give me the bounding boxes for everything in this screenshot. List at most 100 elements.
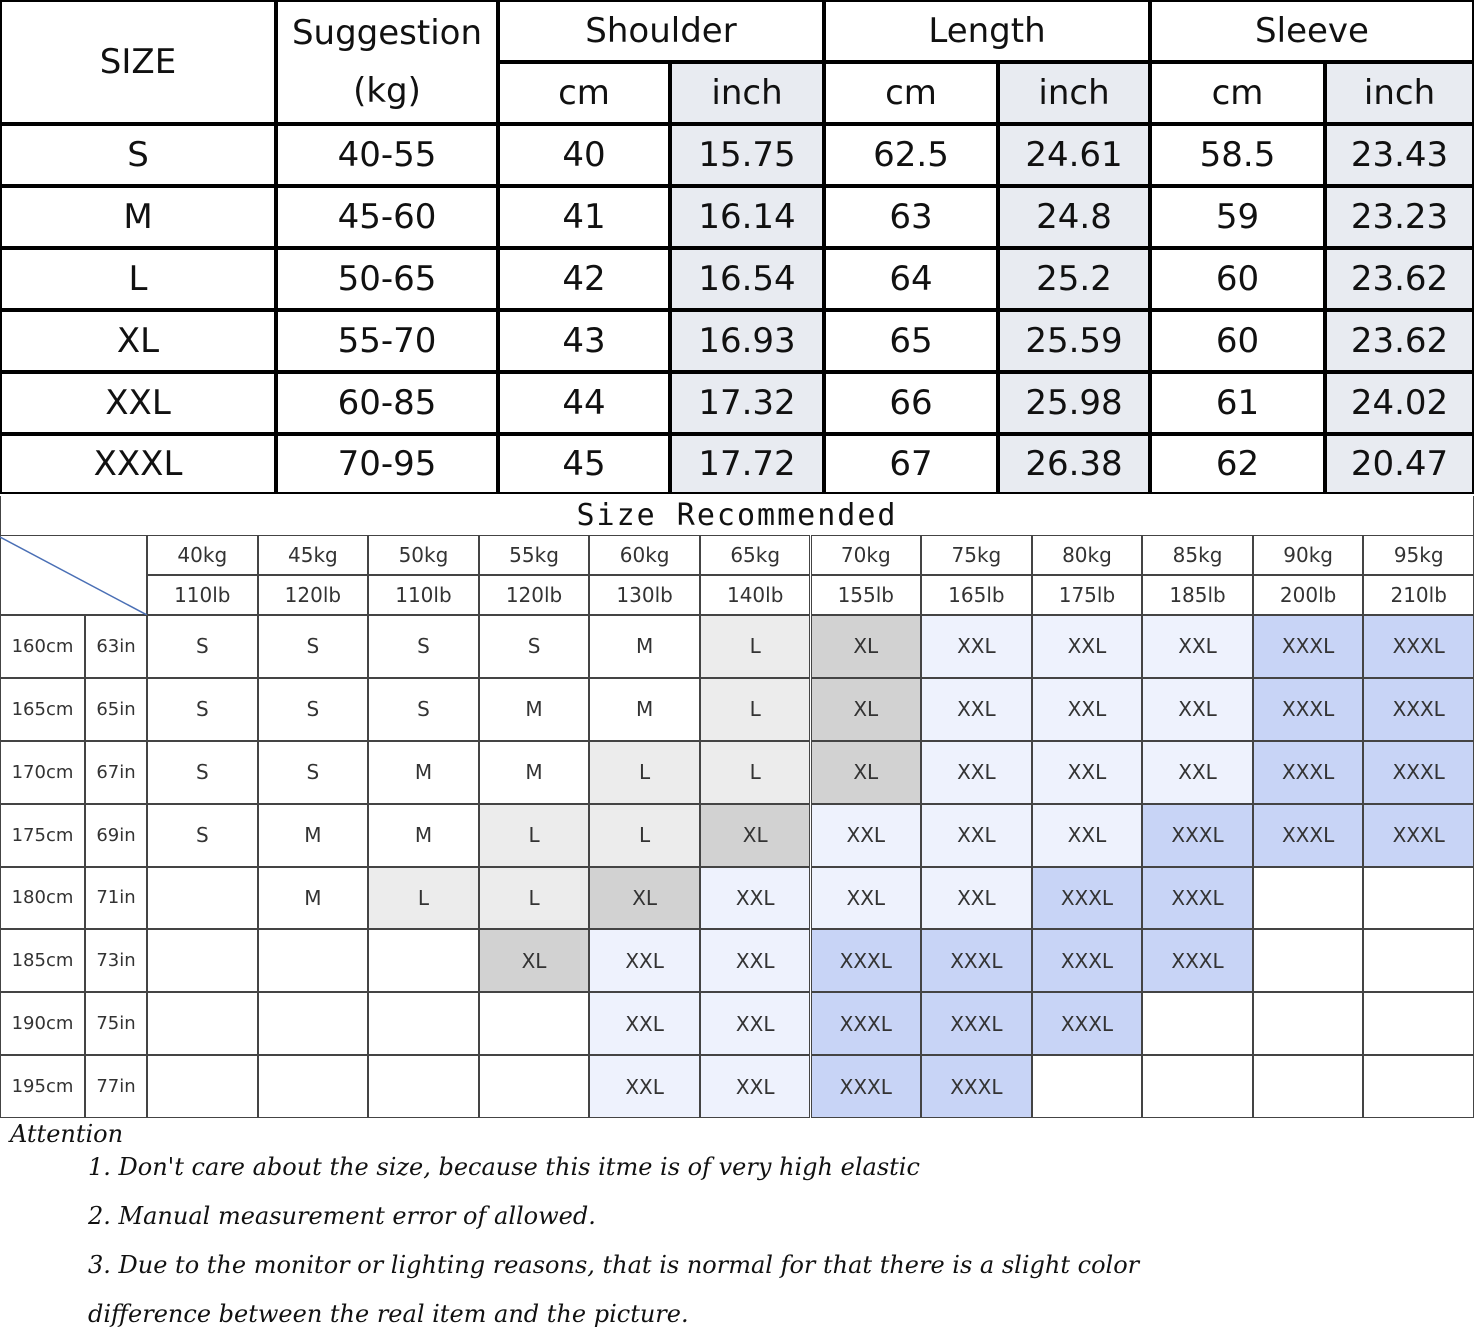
size-cell: XXXL: [1031, 929, 1143, 993]
weight-lb: 140lb: [699, 575, 811, 615]
table-cell: XXXL: [0, 434, 276, 494]
weight-lb: 155lb: [810, 575, 922, 615]
size-cell: XXL: [921, 677, 1032, 741]
size-cell: [1252, 1055, 1364, 1118]
size-cell: XXL: [589, 1055, 700, 1118]
table-cell: 67: [824, 434, 998, 494]
unit-header: inch: [1325, 62, 1474, 124]
size-cell: S: [257, 740, 369, 804]
table-cell: 23.62: [1325, 310, 1474, 372]
size-cell: S: [368, 677, 479, 741]
table-cell: 66: [824, 372, 998, 434]
size-cell: [368, 992, 479, 1056]
size-cell: XL: [810, 615, 922, 678]
table-cell: 62: [1150, 434, 1325, 494]
size-cell: XXL: [921, 866, 1032, 930]
table-cell: 43: [498, 310, 670, 372]
header-text: (kg): [353, 71, 421, 111]
weight-kg: 50kg: [368, 535, 479, 575]
table-cell: XL: [0, 310, 276, 372]
size-cell: [478, 1055, 590, 1118]
table-cell: 55-70: [276, 310, 498, 372]
size-cell: M: [478, 740, 590, 804]
table-cell: 16.93: [670, 310, 824, 372]
weight-kg: 85kg: [1142, 535, 1253, 575]
table-cell: 17.32: [670, 372, 824, 434]
table-cell: 60: [1150, 248, 1325, 310]
size-cell: XXXL: [1252, 803, 1364, 867]
size-cell: S: [478, 615, 590, 678]
size-cell: XXXL: [1031, 866, 1143, 930]
size-cell: L: [478, 866, 590, 930]
group-header: Sleeve: [1150, 0, 1474, 62]
table-cell: 15.75: [670, 124, 824, 186]
unit-header: cm: [824, 62, 998, 124]
size-cell: XXL: [1142, 615, 1253, 678]
size-cell: S: [368, 615, 479, 678]
size-cell: XXL: [1031, 615, 1143, 678]
height-cm: 195cm: [0, 1055, 85, 1118]
table-cell: 62.5: [824, 124, 998, 186]
size-cell: XXL: [1142, 677, 1253, 741]
header-cell: Suggestion (kg): [276, 0, 498, 124]
size-cell: L: [699, 615, 811, 678]
group-header: Shoulder: [498, 0, 824, 62]
size-cell: L: [589, 740, 700, 804]
height-in: 69in: [85, 803, 147, 867]
size-cell: XXXL: [1142, 866, 1253, 930]
table-cell: 58.5: [1150, 124, 1325, 186]
weight-lb: 110lb: [147, 575, 258, 615]
attention-item: 1. Don't care about the size, because th…: [88, 1153, 920, 1181]
weight-kg: 55kg: [478, 535, 590, 575]
weight-kg: 60kg: [589, 535, 700, 575]
size-cell: [1252, 866, 1364, 930]
size-cell: XXL: [699, 992, 811, 1056]
size-cell: L: [699, 677, 811, 741]
height-cm: 170cm: [0, 740, 85, 804]
table-cell: 59: [1150, 186, 1325, 248]
size-cell: S: [147, 615, 258, 678]
size-cell: [147, 866, 258, 930]
size-cell: XXL: [1142, 740, 1253, 804]
table-cell: 24.8: [998, 186, 1150, 248]
size-cell: [1142, 1055, 1253, 1118]
size-cell: XXXL: [1363, 740, 1474, 804]
table-cell: 61: [1150, 372, 1325, 434]
table-cell: 20.47: [1325, 434, 1474, 494]
size-cell: L: [478, 803, 590, 867]
size-cell: [1142, 992, 1253, 1056]
size-cell: S: [257, 677, 369, 741]
weight-lb: 120lb: [257, 575, 369, 615]
table-cell: XXL: [0, 372, 276, 434]
size-cell: XXL: [699, 866, 811, 930]
size-cell: XXL: [921, 803, 1032, 867]
table-cell: 23.23: [1325, 186, 1474, 248]
size-cell: XXL: [699, 1055, 811, 1118]
attention-item: 2. Manual measurement error of allowed.: [88, 1202, 596, 1230]
table-cell: 16.54: [670, 248, 824, 310]
size-cell: XXXL: [810, 992, 922, 1056]
weight-lb: 185lb: [1142, 575, 1253, 615]
size-cell: M: [368, 803, 479, 867]
size-cell: XXXL: [921, 929, 1032, 993]
size-cell: M: [368, 740, 479, 804]
size-cell: XXL: [921, 740, 1032, 804]
size-cell: XXXL: [1363, 803, 1474, 867]
header-cell: SIZE: [0, 0, 276, 124]
size-cell: XL: [478, 929, 590, 993]
size-cell: L: [589, 803, 700, 867]
height-cm: 185cm: [0, 929, 85, 993]
size-cell: [257, 992, 369, 1056]
height-cm: 180cm: [0, 866, 85, 930]
size-cell: [1363, 992, 1474, 1056]
corner-cell: [0, 535, 147, 615]
size-cell: S: [147, 740, 258, 804]
size-cell: [368, 1055, 479, 1118]
height-in: 65in: [85, 677, 147, 741]
attention-item: 3. Due to the monitor or lighting reason…: [88, 1251, 1140, 1328]
table-cell: 41: [498, 186, 670, 248]
unit-header: cm: [1150, 62, 1325, 124]
size-cell: [147, 929, 258, 993]
size-cell: XXXL: [1252, 615, 1364, 678]
